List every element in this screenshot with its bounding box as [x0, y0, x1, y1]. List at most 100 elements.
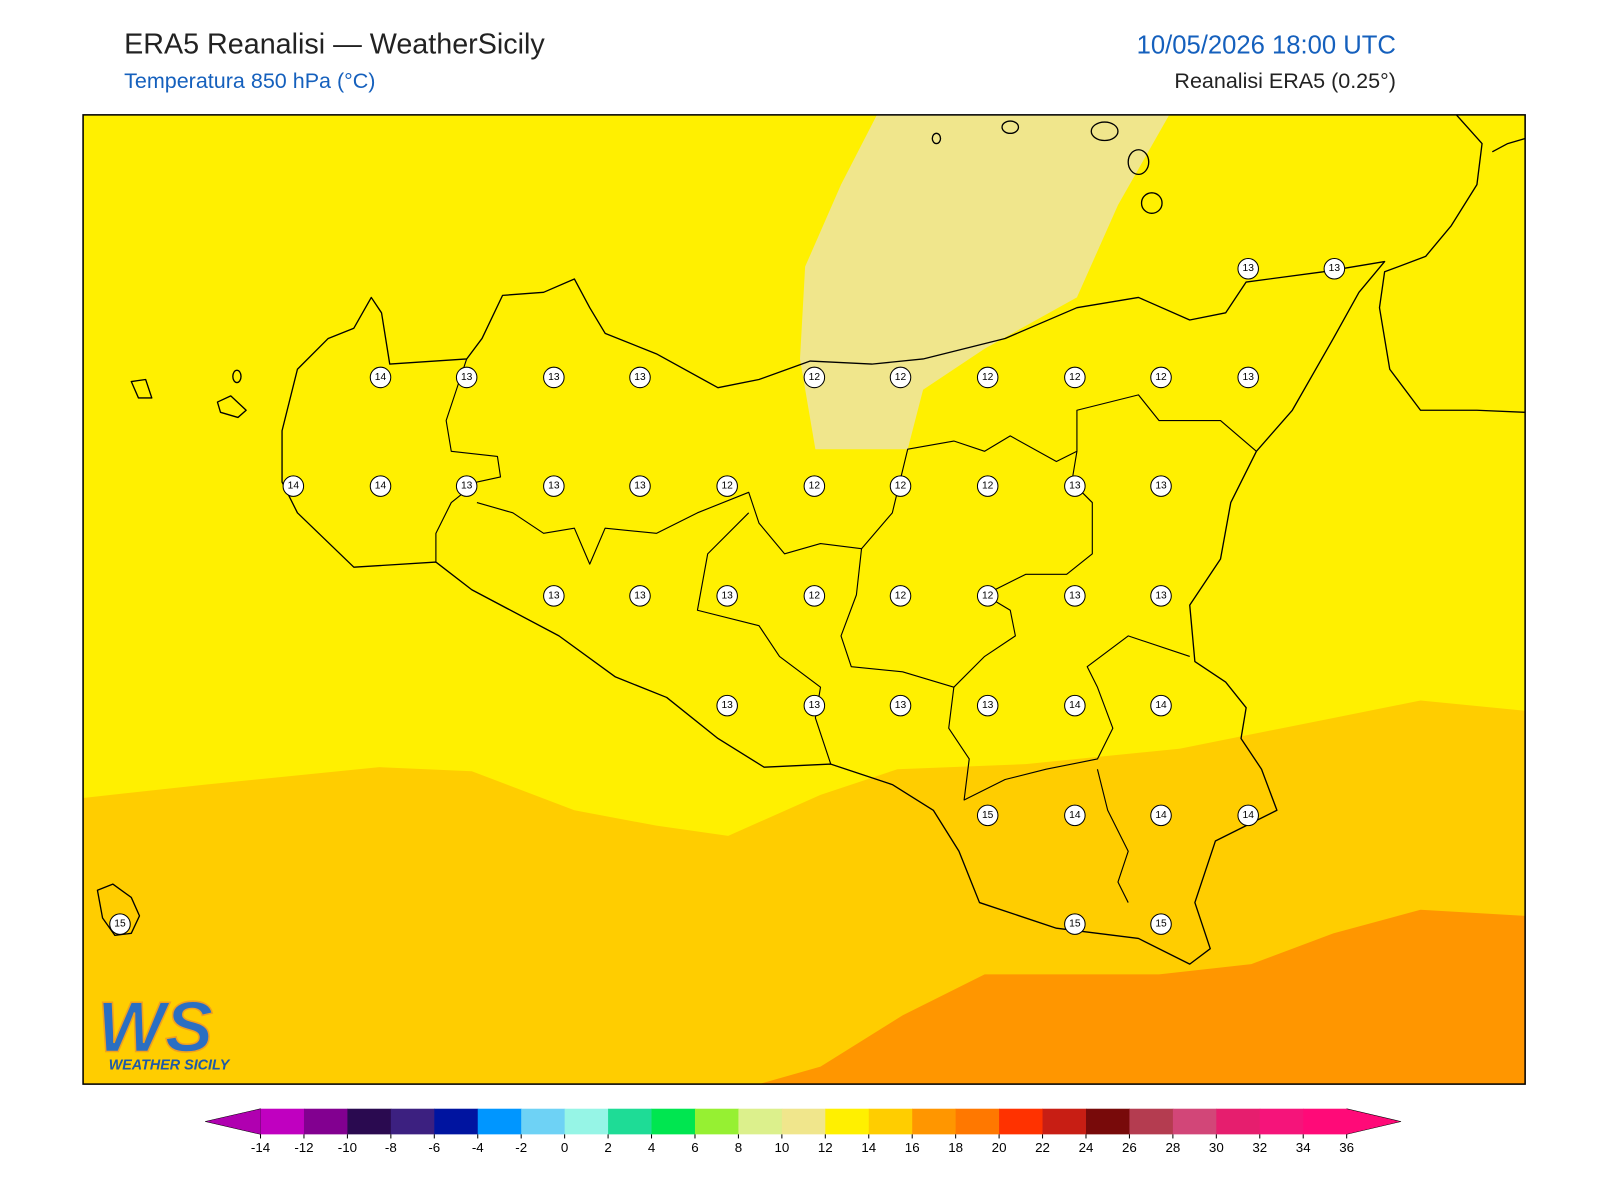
colorbar-tick-label: 36	[1339, 1140, 1354, 1155]
station-value: 13	[1155, 590, 1167, 601]
station-marker	[976, 366, 999, 389]
colorbar-segment	[1042, 1108, 1087, 1135]
station-marker	[1150, 366, 1172, 389]
station-marker	[976, 804, 999, 827]
colorbar-segment	[347, 1108, 392, 1135]
colorbar-tick-label: 28	[1165, 1140, 1180, 1155]
station-value: 15	[114, 919, 126, 930]
colorbar-tick-label: 18	[948, 1140, 963, 1155]
station-value: 13	[1243, 263, 1255, 274]
station-marker	[629, 475, 651, 497]
station-marker	[455, 366, 478, 389]
source: Reanalisi ERA5 (0.25°)	[1174, 69, 1395, 93]
station-value: 13	[721, 700, 733, 711]
colorbar-segment	[564, 1108, 609, 1135]
colorbar-tick-label: -6	[428, 1140, 440, 1155]
colorbar-tick-label: 12	[818, 1140, 833, 1155]
station-marker	[1150, 694, 1172, 717]
colorbar-tick-label: -2	[515, 1140, 527, 1155]
station-marker	[1237, 366, 1259, 389]
station-value: 12	[982, 372, 994, 383]
colorbar-tick-label: 8	[735, 1140, 742, 1155]
island	[130, 378, 153, 399]
station-value: 13	[461, 372, 473, 383]
colorbar-segment	[434, 1108, 479, 1135]
colorbar-tick-label: 16	[905, 1140, 920, 1155]
station-value: 14	[375, 481, 387, 492]
colorbar-segment	[1303, 1108, 1348, 1135]
colorbar-segment	[781, 1108, 826, 1135]
subtitle: Temperatura 850 hPa (°C)	[124, 69, 375, 93]
temperature-field	[800, 114, 1170, 450]
colorbar-tick-label: 10	[774, 1140, 789, 1155]
colorbar-segment	[303, 1108, 348, 1135]
colorbar-segment	[390, 1108, 435, 1135]
station-value: 13	[634, 372, 646, 383]
colorbar-segment	[738, 1108, 783, 1135]
colorbar-segment	[477, 1108, 522, 1135]
island	[1140, 192, 1163, 214]
colorbar-segment	[868, 1108, 913, 1135]
station-marker	[716, 694, 738, 717]
station-value: 13	[634, 590, 646, 601]
station-marker	[889, 475, 912, 497]
station-marker	[1064, 804, 1086, 827]
logo: WS WEATHER SICILY	[97, 987, 231, 1074]
colorbar-tick-label: 26	[1122, 1140, 1137, 1155]
colorbar-segment	[1172, 1108, 1217, 1135]
station-value: 14	[1155, 700, 1167, 711]
colorbar-over	[1346, 1108, 1402, 1135]
station-marker	[369, 475, 392, 497]
station-value: 12	[809, 372, 821, 383]
station-marker	[1150, 804, 1172, 827]
colorbar-segment	[608, 1108, 653, 1135]
province-border	[435, 358, 502, 563]
colorbar-tick-label: 30	[1209, 1140, 1224, 1155]
station-marker	[282, 475, 305, 497]
station-value: 15	[1069, 919, 1081, 930]
station-value: 14	[1155, 810, 1167, 821]
temperature-field	[758, 909, 1526, 1085]
colorbar-segment	[1085, 1108, 1130, 1135]
station-marker	[976, 475, 999, 497]
station-marker	[716, 585, 738, 607]
station-value: 12	[982, 590, 994, 601]
station-marker	[109, 913, 131, 935]
colorbar-tick-label: 2	[604, 1140, 611, 1155]
station-marker	[976, 585, 999, 607]
station-marker	[1150, 475, 1172, 497]
title: ERA5 Reanalisi — WeatherSicily	[124, 28, 545, 60]
station-value: 14	[375, 372, 387, 383]
province-border	[948, 635, 1190, 801]
station-marker	[803, 366, 826, 389]
station-marker	[543, 475, 565, 497]
station-value: 13	[461, 481, 473, 492]
datetime: 10/05/2026 18:00 UTC	[1137, 31, 1396, 59]
station-marker	[889, 585, 912, 607]
station-marker	[803, 585, 826, 607]
station-value: 13	[721, 590, 733, 601]
station-marker	[1150, 585, 1172, 607]
colorbar-under	[205, 1108, 261, 1135]
logo-name: WEATHER SICILY	[109, 1058, 231, 1074]
station-value: 12	[895, 481, 907, 492]
colorbar: -14 -12 -10 -8 -6 -4 -2 0 2 4 6 8 10 12 14 16 18 20 22 24 26…	[205, 1108, 1402, 1155]
station-marker	[1064, 694, 1086, 717]
colorbar-segment	[1216, 1108, 1261, 1135]
colorbar-tick-label: -10	[338, 1140, 357, 1155]
station-value: 13	[895, 700, 907, 711]
station-value: 12	[895, 590, 907, 601]
station-value: 12	[982, 481, 994, 492]
colorbar-segment	[521, 1108, 566, 1135]
station-marker	[716, 475, 738, 497]
island	[216, 395, 247, 419]
station-marker	[629, 366, 651, 389]
station-value: 12	[809, 481, 821, 492]
colorbar-tick-label: 14	[861, 1140, 876, 1155]
station-value: 13	[809, 700, 821, 711]
station-value: 15	[1155, 919, 1167, 930]
station-value: 13	[1329, 263, 1341, 274]
station-marker	[889, 366, 912, 389]
colorbar-tick-label: 32	[1252, 1140, 1267, 1155]
